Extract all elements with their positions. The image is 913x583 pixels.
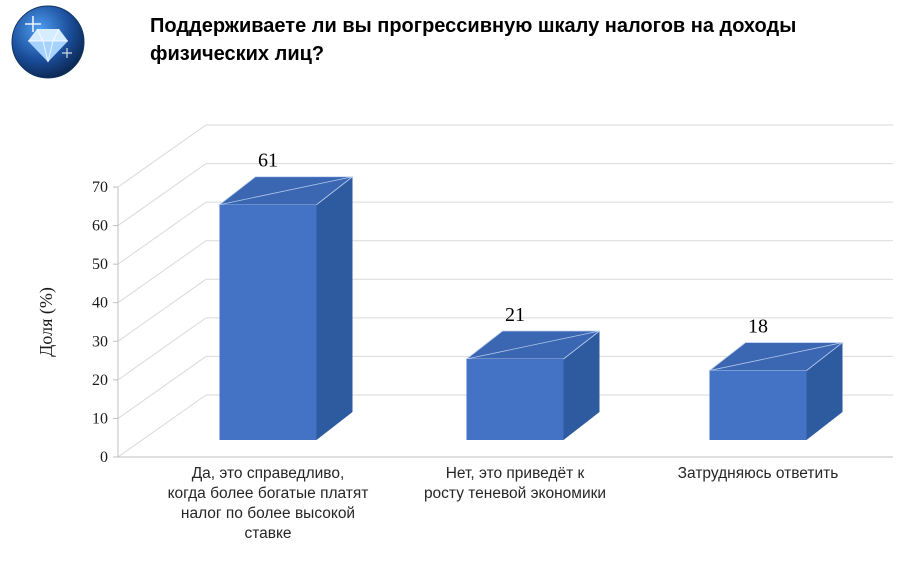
category-label: Затрудняюсь ответить [678, 465, 839, 482]
y-tick-label: 30 [92, 333, 108, 350]
y-tick-label: 20 [92, 372, 108, 389]
bar-side-face [316, 176, 353, 440]
gridline [117, 278, 893, 342]
bar-value-label: 21 [505, 304, 525, 326]
gridline [117, 240, 893, 304]
bar-top-edge [219, 176, 353, 206]
chart-title: Поддерживаете ли вы прогрессивную шкалу … [150, 15, 797, 65]
y-axis-title: Доля (%) [36, 287, 57, 357]
bar-front-face [709, 370, 807, 440]
y-tick-label: 0 [100, 449, 108, 466]
gridline [117, 201, 893, 265]
logo [10, 4, 86, 80]
gridline [117, 124, 893, 188]
bar-3d [465, 330, 601, 440]
diamond-icon [11, 5, 85, 79]
bar-3d [708, 342, 844, 440]
gridline [117, 394, 893, 458]
bar-side-face [806, 342, 843, 440]
gridline [117, 317, 893, 381]
y-tick-label: 60 [92, 218, 108, 235]
bar-front-face [466, 359, 564, 440]
y-tick-label: 50 [92, 256, 108, 273]
bar-3d [218, 176, 354, 440]
category-label: Нет, это приведёт к росту теневой экономи… [424, 465, 606, 502]
y-tick-label: 40 [92, 295, 108, 312]
gridline [117, 163, 893, 226]
bar-front-face [219, 204, 317, 440]
y-tick-label: 10 [92, 410, 108, 427]
bar-side-face [563, 331, 600, 440]
bar-value-label: 61 [258, 150, 278, 172]
y-tick-label: 70 [92, 179, 108, 196]
gridline [117, 355, 893, 419]
bar-value-label: 18 [748, 316, 768, 338]
bar-top-edge [709, 342, 843, 371]
bar-chart: 0 10 20 30 40 50 60 70 Доля (%) 61 21 18 Да, это спр… [36, 124, 893, 542]
bar-top-edge [466, 330, 600, 360]
category-label: Да, это справедливо, когда более богатые … [168, 465, 369, 542]
